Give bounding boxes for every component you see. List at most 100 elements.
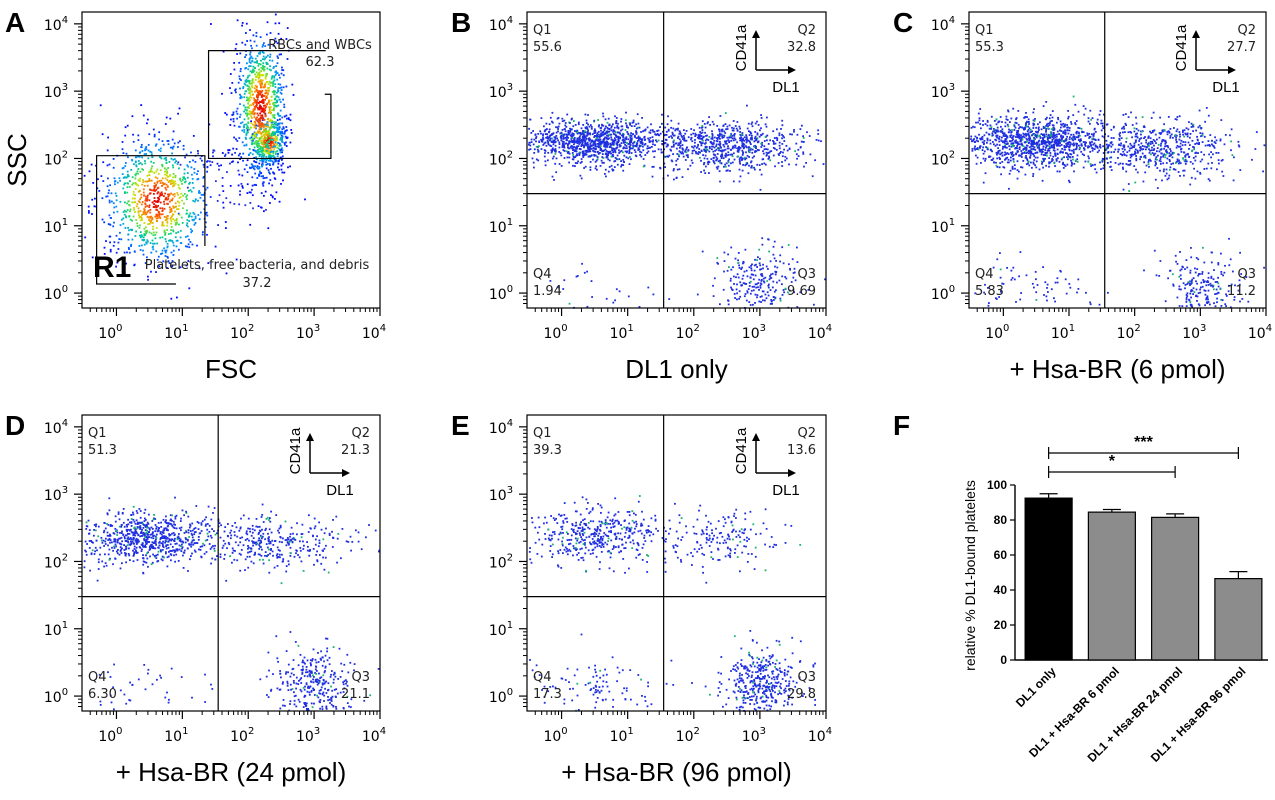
- event-dot: [270, 125, 273, 128]
- event-dot: [697, 151, 700, 153]
- event-dot: [258, 162, 261, 165]
- event-dot: [769, 159, 772, 162]
- event-dot: [1017, 130, 1020, 132]
- event-dot: [570, 134, 573, 136]
- event-dot: [1058, 138, 1061, 141]
- event-dot: [188, 238, 190, 241]
- event-dot: [155, 231, 158, 234]
- event-dot: [273, 156, 276, 159]
- event-dot: [273, 91, 276, 94]
- event-dot: [564, 124, 567, 127]
- event-dot: [751, 151, 754, 154]
- event-dot: [263, 153, 266, 156]
- event-dot: [604, 127, 606, 130]
- event-dot: [275, 101, 277, 104]
- event-dot: [974, 148, 976, 151]
- event-dot: [256, 85, 258, 88]
- event-dot: [276, 138, 278, 141]
- event-dot: [703, 150, 706, 152]
- event-dot: [986, 121, 989, 123]
- gate-r1: [96, 155, 206, 285]
- event-dot: [243, 118, 246, 121]
- event-dot: [256, 95, 258, 98]
- event-dot: [268, 139, 271, 141]
- event-dot: [587, 150, 590, 153]
- event-dot: [776, 266, 779, 269]
- event-dot: [258, 68, 260, 71]
- event-dot: [629, 134, 632, 137]
- event-dot: [269, 143, 272, 145]
- event-dot: [265, 167, 268, 170]
- event-dot: [1011, 152, 1014, 155]
- event-dot: [607, 151, 609, 153]
- event-dot: [585, 153, 588, 156]
- event-dot: [285, 85, 288, 88]
- event-dot: [252, 34, 255, 37]
- event-dot: [641, 139, 643, 142]
- event-dot: [280, 134, 283, 137]
- event-dot: [576, 131, 579, 133]
- event-dot: [252, 167, 255, 170]
- event-dot: [251, 57, 254, 60]
- event-dot: [1018, 135, 1021, 138]
- event-dot: [604, 136, 606, 139]
- event-dot: [187, 165, 190, 168]
- event-dot: [682, 152, 684, 155]
- event-dot: [187, 243, 190, 246]
- event-dot: [277, 113, 280, 115]
- event-dot: [267, 135, 269, 138]
- event-dot: [1110, 141, 1113, 143]
- event-dot: [736, 129, 739, 132]
- event-dot: [260, 133, 263, 135]
- event-dot: [276, 91, 278, 94]
- event-dot: [176, 192, 179, 194]
- event-dot: [260, 123, 263, 126]
- event-dot: [1011, 155, 1014, 158]
- event-dot: [152, 231, 155, 234]
- event-dot: [1073, 148, 1075, 151]
- event-dot: [544, 164, 547, 167]
- event-dot: [589, 138, 591, 141]
- event-dot: [626, 150, 629, 153]
- event-dot: [258, 123, 261, 125]
- event-dot: [1006, 161, 1009, 164]
- event-dot: [532, 161, 535, 164]
- event-dot: [717, 147, 720, 150]
- event-dot: [147, 157, 150, 160]
- event-dot: [268, 99, 270, 102]
- event-dot: [533, 148, 536, 151]
- event-dot: [163, 230, 166, 233]
- event-dot: [131, 229, 133, 232]
- event-dot: [758, 248, 761, 251]
- event-dot: [753, 166, 755, 169]
- event-dot: [766, 134, 769, 137]
- event-dot: [209, 196, 212, 198]
- event-dot: [251, 153, 254, 156]
- event-dot: [127, 238, 130, 241]
- event-dot: [981, 149, 984, 151]
- event-dot: [643, 129, 646, 132]
- event-dot: [272, 138, 274, 141]
- event-dot: [665, 145, 668, 148]
- event-dot: [567, 130, 570, 132]
- event-dot: [579, 140, 582, 142]
- event-dot: [614, 160, 617, 162]
- event-dot: [166, 224, 169, 227]
- event-dot: [620, 160, 622, 162]
- event-dot: [727, 303, 730, 306]
- event-dot: [124, 191, 126, 193]
- event-dot: [112, 166, 115, 169]
- event-dot: [129, 208, 132, 211]
- event-dot: [613, 137, 616, 140]
- event-dot: [760, 133, 763, 136]
- event-dot: [1015, 117, 1018, 119]
- event-dot: [212, 155, 214, 158]
- event-dot: [550, 145, 553, 147]
- event-dot: [279, 101, 282, 103]
- event-dot: [1034, 156, 1037, 159]
- event-dot: [1069, 153, 1072, 155]
- event-dot: [1062, 130, 1065, 133]
- event-dot: [189, 189, 192, 191]
- event-dot: [123, 251, 126, 254]
- event-dot: [604, 148, 607, 151]
